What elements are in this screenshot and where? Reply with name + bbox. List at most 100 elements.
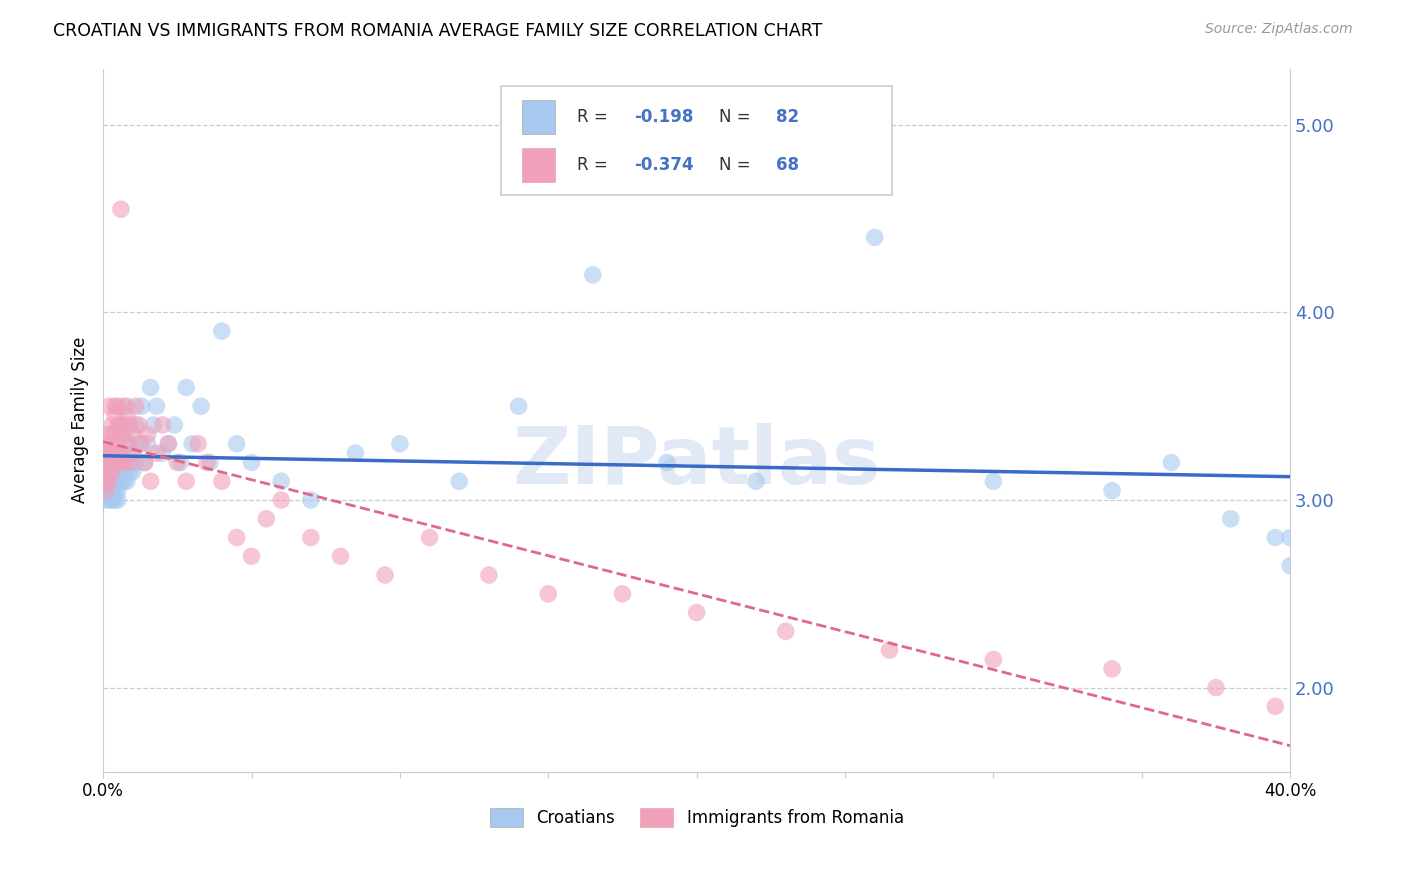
Point bbox=[254, 512, 277, 526]
Point bbox=[104, 446, 127, 460]
Point bbox=[344, 446, 367, 460]
Point bbox=[1205, 681, 1227, 695]
Point bbox=[107, 455, 129, 469]
Point bbox=[211, 475, 233, 489]
Point bbox=[101, 475, 124, 489]
Point bbox=[104, 427, 127, 442]
Point bbox=[1264, 699, 1286, 714]
Point bbox=[225, 531, 247, 545]
Point bbox=[104, 409, 127, 423]
Point bbox=[101, 483, 124, 498]
Point bbox=[110, 427, 132, 442]
Text: -0.374: -0.374 bbox=[634, 155, 693, 174]
Point bbox=[98, 475, 121, 489]
Point bbox=[863, 230, 886, 244]
Point bbox=[98, 446, 121, 460]
Point bbox=[104, 399, 127, 413]
Point bbox=[104, 493, 127, 508]
Point bbox=[142, 417, 165, 432]
Point bbox=[240, 549, 263, 564]
Point bbox=[211, 324, 233, 338]
Point bbox=[112, 465, 135, 479]
Point bbox=[115, 409, 138, 423]
Point bbox=[107, 475, 129, 489]
Point bbox=[115, 436, 138, 450]
Point bbox=[118, 417, 141, 432]
Bar bbox=[522, 148, 555, 181]
Point bbox=[94, 483, 117, 498]
Point bbox=[98, 465, 121, 479]
Point bbox=[101, 427, 124, 442]
Text: 68: 68 bbox=[776, 155, 799, 174]
Point bbox=[655, 455, 678, 469]
Point bbox=[181, 436, 204, 450]
Point bbox=[1101, 662, 1123, 676]
Point bbox=[101, 446, 124, 460]
Point bbox=[612, 587, 634, 601]
Point bbox=[118, 465, 141, 479]
Point bbox=[107, 465, 129, 479]
Point bbox=[98, 455, 121, 469]
Point bbox=[98, 475, 121, 489]
Point bbox=[98, 427, 121, 442]
Point bbox=[94, 475, 117, 489]
Point bbox=[94, 455, 117, 469]
Point bbox=[166, 455, 188, 469]
Point bbox=[101, 465, 124, 479]
Point bbox=[110, 446, 132, 460]
Point bbox=[134, 455, 156, 469]
Point bbox=[299, 531, 322, 545]
Point bbox=[478, 568, 501, 582]
Point bbox=[98, 493, 121, 508]
Point bbox=[101, 455, 124, 469]
Point bbox=[508, 399, 530, 413]
Point bbox=[98, 475, 121, 489]
Point bbox=[94, 475, 117, 489]
Point bbox=[118, 436, 141, 450]
Point bbox=[112, 455, 135, 469]
Point bbox=[112, 399, 135, 413]
Point bbox=[112, 475, 135, 489]
Point bbox=[107, 399, 129, 413]
Text: -0.198: -0.198 bbox=[634, 108, 693, 126]
Point bbox=[582, 268, 605, 282]
Point bbox=[94, 455, 117, 469]
Point bbox=[94, 483, 117, 498]
Point bbox=[374, 568, 396, 582]
Point bbox=[125, 455, 148, 469]
Point bbox=[104, 465, 127, 479]
Point bbox=[107, 483, 129, 498]
Text: 82: 82 bbox=[776, 108, 799, 126]
Point bbox=[104, 483, 127, 498]
Point bbox=[225, 436, 247, 450]
Point bbox=[145, 446, 167, 460]
Point bbox=[174, 475, 197, 489]
Point bbox=[98, 483, 121, 498]
Point bbox=[329, 549, 352, 564]
Point bbox=[139, 475, 162, 489]
Point bbox=[107, 417, 129, 432]
Point bbox=[98, 465, 121, 479]
Point bbox=[104, 446, 127, 460]
Point bbox=[299, 493, 322, 508]
Point bbox=[270, 475, 292, 489]
Point bbox=[1101, 483, 1123, 498]
Point bbox=[775, 624, 797, 639]
Point bbox=[190, 399, 212, 413]
Point bbox=[449, 475, 471, 489]
Point bbox=[112, 417, 135, 432]
Text: N =: N = bbox=[720, 108, 756, 126]
Point bbox=[94, 446, 117, 460]
Point bbox=[152, 417, 174, 432]
Point bbox=[104, 475, 127, 489]
Point bbox=[107, 436, 129, 450]
Point bbox=[115, 475, 138, 489]
Point bbox=[187, 436, 209, 450]
Point bbox=[157, 436, 180, 450]
Point bbox=[98, 436, 121, 450]
Point bbox=[1279, 531, 1302, 545]
Point bbox=[125, 417, 148, 432]
Point bbox=[198, 455, 221, 469]
Point bbox=[745, 475, 768, 489]
Point bbox=[101, 455, 124, 469]
